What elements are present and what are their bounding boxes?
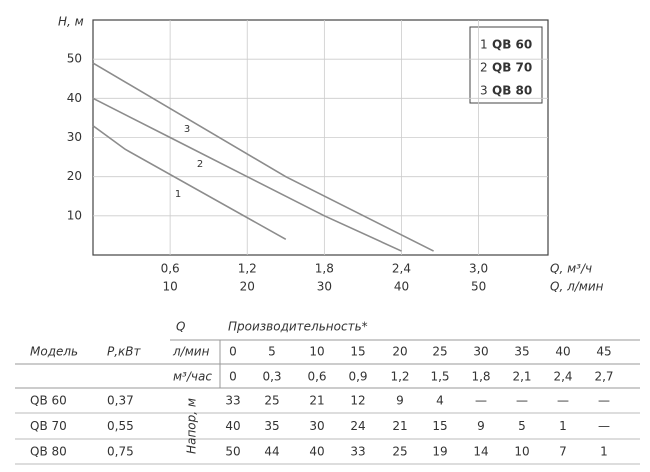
power-value: 0,75 (107, 445, 134, 459)
flow-unit: л/мин (172, 345, 210, 359)
y-tick-label: 40 (67, 91, 82, 105)
head-value: 1 (600, 445, 608, 459)
x2-tick-label: 20 (240, 280, 255, 294)
flow-value: 45 (596, 345, 611, 359)
curve-label: 2 (197, 159, 203, 170)
table-power-header: Р,кВт (107, 345, 142, 359)
head-value: 33 (225, 394, 240, 408)
flow-value: 0,3 (262, 370, 281, 384)
flow-value: 25 (432, 345, 447, 359)
model-name: QB 60 (30, 394, 67, 408)
head-value: 40 (225, 419, 240, 433)
head-value: — (475, 394, 487, 408)
flow-value: 20 (392, 345, 407, 359)
head-value: 4 (436, 394, 444, 408)
table-head-label: Напор, м (185, 398, 199, 454)
flow-value: 0 (229, 345, 237, 359)
head-value: 33 (350, 445, 365, 459)
flow-value: 35 (514, 345, 529, 359)
x-axis-title: Q, м³/ч (550, 262, 592, 276)
legend-label: QB 60 (492, 38, 532, 52)
power-value: 0,55 (107, 419, 134, 433)
series-line (92, 125, 287, 241)
flow-value: 0 (229, 370, 237, 384)
head-value: 14 (473, 445, 488, 459)
head-value: 15 (432, 419, 447, 433)
flow-value: 1,8 (471, 370, 490, 384)
x-tick-label: 0,6 (161, 262, 180, 276)
legend-number: 1 (480, 38, 488, 52)
head-value: 30 (309, 419, 324, 433)
head-value: — (516, 394, 528, 408)
curve-label: 3 (184, 124, 190, 135)
series-line (92, 62, 434, 252)
power-value: 0,37 (107, 394, 134, 408)
head-value: 21 (392, 419, 407, 433)
x2-tick-label: 40 (394, 280, 409, 294)
head-value: 5 (518, 419, 526, 433)
head-value: 7 (559, 445, 567, 459)
flow-value: 10 (309, 345, 324, 359)
flow-value: 1,2 (390, 370, 409, 384)
flow-value: 0,6 (307, 370, 326, 384)
x2-tick-label: 30 (317, 280, 332, 294)
head-value: 25 (392, 445, 407, 459)
flow-value: 1,5 (430, 370, 449, 384)
head-value: 12 (350, 394, 365, 408)
table-title: Производительность* (228, 320, 368, 334)
head-value: 24 (350, 419, 365, 433)
head-value: 44 (264, 445, 279, 459)
y-tick-label: 50 (67, 52, 82, 66)
head-value: 19 (432, 445, 447, 459)
model-name: QB 80 (30, 445, 67, 459)
y-tick-label: 30 (67, 130, 82, 144)
y-axis-title: H, м (58, 15, 84, 29)
flow-unit: м³/час (173, 370, 212, 384)
flow-value: 2,1 (512, 370, 531, 384)
head-value: — (598, 394, 610, 408)
model-name: QB 70 (30, 419, 67, 433)
series-line (92, 97, 402, 252)
flow-value: 5 (268, 345, 276, 359)
curve-label: 1 (175, 189, 181, 200)
x-tick-label: 1,2 (238, 262, 257, 276)
x-tick-label: 1,8 (315, 262, 334, 276)
flow-value: 2,4 (553, 370, 572, 384)
head-value: 40 (309, 445, 324, 459)
head-value: — (557, 394, 569, 408)
y-tick-label: 20 (67, 169, 82, 183)
flow-value: 0,9 (348, 370, 367, 384)
head-value: 25 (264, 394, 279, 408)
table-q: Q (176, 320, 185, 334)
head-value: 21 (309, 394, 324, 408)
flow-value: 30 (473, 345, 488, 359)
x2-tick-label: 50 (471, 280, 486, 294)
legend-box (469, 26, 543, 104)
legend-number: 2 (480, 61, 488, 75)
y-tick-label: 10 (67, 208, 82, 222)
head-value: 9 (477, 419, 485, 433)
head-value: 1 (559, 419, 567, 433)
flow-value: 40 (555, 345, 570, 359)
table-model-header: Модель (30, 345, 78, 359)
x2-axis-title: Q, л/мин (550, 280, 604, 294)
legend-label: QB 70 (492, 61, 532, 75)
head-value: 9 (396, 394, 404, 408)
x-tick-label: 3,0 (469, 262, 488, 276)
head-value: 35 (264, 419, 279, 433)
x2-tick-label: 10 (162, 280, 177, 294)
flow-value: 15 (350, 345, 365, 359)
x-tick-label: 2,4 (392, 262, 411, 276)
head-value: 10 (514, 445, 529, 459)
legend-label: QB 80 (492, 84, 532, 98)
legend-number: 3 (480, 84, 488, 98)
head-value: 50 (225, 445, 240, 459)
flow-value: 2,7 (594, 370, 613, 384)
head-value: — (598, 419, 610, 433)
